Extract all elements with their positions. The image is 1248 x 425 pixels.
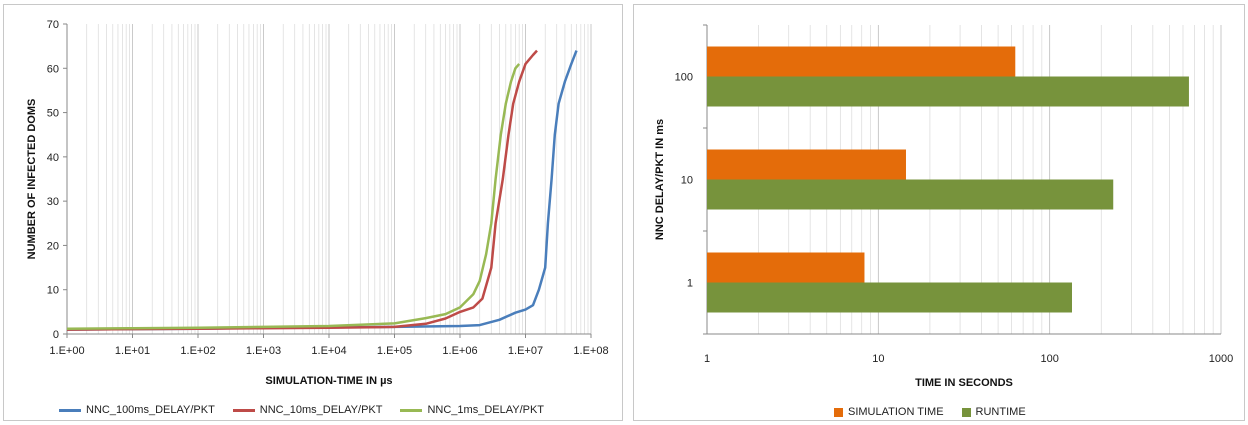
series-line-1	[66, 49, 538, 331]
y-category-label: 1	[687, 278, 693, 290]
legend-item: NNC_1ms_DELAY/PKT	[400, 404, 544, 416]
x-tick-label: 1.E+07	[508, 345, 543, 357]
series-line-2	[66, 63, 521, 330]
legend-swatch	[961, 407, 971, 417]
x-tick-label: 1.E+03	[246, 345, 281, 357]
legend-label: NNC_10ms_DELAY/PKT	[259, 404, 383, 416]
bar-chart: 1 10 100 1000 1 10 100 TIME IN SECONDS NNC DELAY…	[654, 24, 1233, 389]
y-tick-label: 30	[47, 196, 59, 208]
legend-label: RUNTIME	[975, 406, 1026, 418]
bar-simulation-time-100	[707, 46, 1016, 77]
legend-swatch	[59, 408, 81, 412]
bar-simulation-time-1	[707, 252, 865, 283]
y-tick-label: 20	[47, 240, 59, 252]
legend-item: RUNTIME	[961, 406, 1026, 418]
y-tick-label: 40	[47, 152, 59, 164]
legend-label: SIMULATION TIME	[848, 406, 944, 418]
x-axis-title: TIME IN SECONDS	[915, 377, 1013, 389]
bar-runtime-10	[707, 179, 1114, 210]
legend-label: NNC_100ms_DELAY/PKT	[86, 404, 215, 416]
legend-item: NNC_100ms_DELAY/PKT	[59, 404, 215, 416]
legend-item: NNC_10ms_DELAY/PKT	[232, 404, 383, 416]
y-tick-label: 10	[47, 285, 59, 297]
x-tick-label: 10	[872, 353, 884, 365]
x-tick-label: 1.E+06	[442, 345, 477, 357]
x-tick-label: 1.E+04	[311, 345, 346, 357]
legend-item: SIMULATION TIME	[834, 406, 944, 418]
y-category-label: 10	[681, 175, 693, 187]
legend-swatch	[400, 408, 423, 412]
x-tick-label: 1.E+05	[377, 345, 412, 357]
x-tick-label: 1.E+00	[49, 345, 84, 357]
x-tick-label: 1.E+01	[115, 345, 150, 357]
y-axis-title: NNC DELAY/PKT IN ms	[654, 119, 666, 240]
y-tick-label: 70	[47, 19, 59, 31]
y-tick-label: 60	[47, 63, 59, 75]
bar-simulation-time-10	[707, 149, 906, 180]
y-category-label: 100	[675, 72, 693, 84]
line-chart-panel: 1.E+00 1.E+01 1.E+02 1.E+03 1.E+04 1.E+05 1.E+…	[3, 4, 623, 421]
line-chart-legend: NNC_100ms_DELAY/PKT NNC_10ms_DELAY/PKT NNC…	[59, 404, 544, 416]
x-tick-label: 100	[1040, 353, 1058, 365]
y-tick-label: 0	[53, 329, 59, 341]
x-axis-title: SIMULATION-TIME IN µs	[265, 375, 392, 387]
x-tick-label: 1.E+08	[573, 345, 608, 357]
bar-chart-legend: SIMULATION TIME RUNTIME	[834, 406, 1026, 418]
bar-chart-panel: 1 10 100 1000 1 10 100 TIME IN SECONDS NNC DELAY…	[633, 4, 1245, 421]
legend-swatch	[232, 408, 255, 412]
y-axis-title: NUMBER OF INFECTED DOMS	[26, 99, 38, 260]
y-tick-label: 50	[47, 108, 59, 120]
bar-runtime-1	[707, 282, 1072, 313]
x-tick-label: 1	[704, 353, 710, 365]
x-tick-label: 1000	[1209, 353, 1233, 365]
legend-label: NNC_1ms_DELAY/PKT	[427, 404, 545, 416]
bar-runtime-100	[707, 76, 1189, 107]
line-chart: 1.E+00 1.E+01 1.E+02 1.E+03 1.E+04 1.E+05 1.E+…	[26, 19, 609, 387]
x-tick-label: 1.E+02	[180, 345, 215, 357]
legend-swatch	[834, 407, 843, 417]
